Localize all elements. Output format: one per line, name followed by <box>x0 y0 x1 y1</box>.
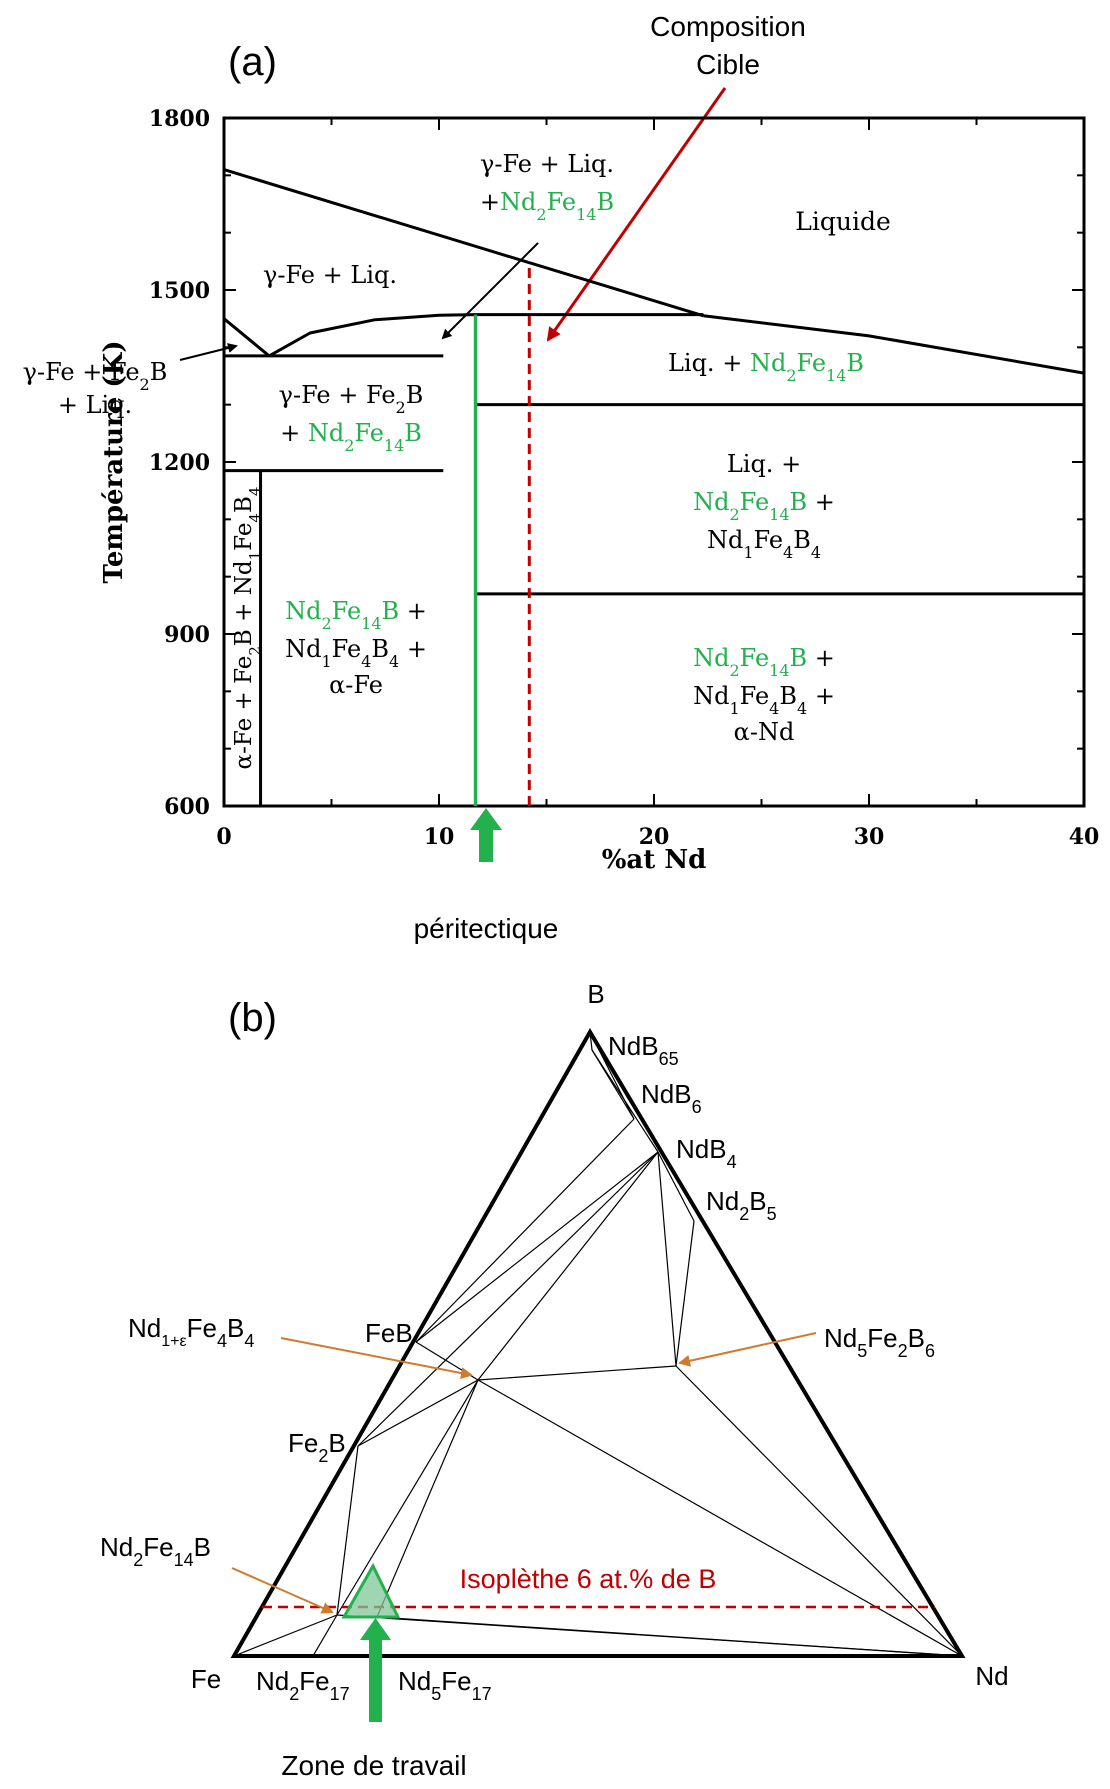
region-gamma-liq-nd-line2: +Nd2Fe14B <box>480 188 614 224</box>
region-nd-nd1-alphafe-line3: α-Fe <box>329 671 383 699</box>
ternary-triangle <box>230 1028 966 1658</box>
region-liq-nd-nd1-line2: Nd2Fe14B + <box>693 488 835 524</box>
phase-feb: FeB <box>365 1318 413 1348</box>
vertex-fe: Fe <box>191 1664 221 1694</box>
zone-de-travail-label: Zone de travail <box>281 1750 466 1781</box>
region-nd-nd1-alphand-line2: Nd1Fe4B4 + <box>693 682 835 718</box>
region-liq-nd-nd1-line3: Nd1Fe4B4 <box>707 526 821 562</box>
x-tick-label: 20 <box>639 824 670 850</box>
panel-b: (b) <box>100 979 1009 1781</box>
arrow-nd2fe14b <box>231 1567 334 1614</box>
region-nd-nd1-alphand-line3: α-Nd <box>734 718 795 746</box>
panel-a: (a) Composition Cible 0 10 20 30 40 600 900 120… <box>23 11 1100 944</box>
x-axis-label: %at Nd <box>602 845 707 875</box>
composition-cible-line1: Composition <box>650 11 806 42</box>
x-tick-label: 30 <box>854 824 885 850</box>
zone-arrow-shaft <box>369 1636 382 1722</box>
phase-ndb6: NdB6 <box>641 1079 702 1117</box>
arrow-gamma-fe2b-liq <box>179 343 238 361</box>
vertex-nd: Nd <box>975 1661 1008 1691</box>
phase-boundary <box>268 313 476 358</box>
region-liq-nd: Liq. + Nd2Fe14B <box>668 349 864 385</box>
phase-nd2fe17: Nd2Fe17 <box>256 1666 350 1704</box>
peritectique-arrow-head <box>470 808 502 830</box>
x-tick-label: 40 <box>1069 824 1100 850</box>
region-nd-nd1-alphand-line1: Nd2Fe14B + <box>693 644 835 680</box>
zone-arrow-head <box>360 1618 391 1640</box>
region-gamma-fe2b-nd-line1: γ-Fe + Fe2B <box>279 381 424 417</box>
phase-ndb65: NdB65 <box>608 1031 679 1069</box>
zone-de-travail-triangle <box>341 1562 401 1619</box>
peritectique-label: péritectique <box>414 913 559 944</box>
phase-nd2b5: Nd2B5 <box>706 1186 777 1224</box>
region-nd-nd1-alphafe-line1: Nd2Fe14B + <box>285 597 427 633</box>
x-tick-label: 10 <box>424 824 455 850</box>
phase-boundary <box>703 314 1085 375</box>
axis-ticks: 0 10 20 30 40 600 900 1200 1500 1800 <box>149 106 1100 850</box>
y-tick-label: 600 <box>164 794 210 820</box>
phase-fe2b: Fe2B <box>288 1428 346 1466</box>
region-gamma-fe2b-liq-line2: + Liq. <box>58 391 132 419</box>
arrow-nd5fe2b6 <box>678 1332 817 1367</box>
region-gamma-liq: γ-Fe + Liq. <box>263 261 397 289</box>
vertex-b: B <box>587 979 604 1009</box>
isoplethe-label: Isoplèthe 6 at.% de B <box>460 1564 717 1594</box>
arrow-gamma-liq-nd <box>441 242 539 340</box>
phase-ndb4: NdB4 <box>676 1134 737 1172</box>
x-tick-label: 0 <box>216 824 231 850</box>
plot-frame <box>222 116 1086 808</box>
y-tick-label: 1500 <box>149 278 210 304</box>
phase-nd1eps: Nd1+εFe4B4 <box>128 1313 254 1351</box>
y-tick-label: 1800 <box>149 106 210 132</box>
region-gamma-fe2b-liq-line1: γ-Fe + Fe2B <box>23 358 168 394</box>
region-liq-nd-nd1-line1: Liq. + <box>727 450 801 478</box>
tie-lines <box>233 1031 963 1657</box>
composition-cible-line2: Cible <box>696 49 760 80</box>
region-gamma-fe2b-nd-line2: + Nd2Fe14B <box>280 419 422 455</box>
y-tick-label: 1200 <box>149 450 210 476</box>
region-gamma-liq-nd-line1: γ-Fe + Liq. <box>480 150 614 178</box>
peritectique-arrow-shaft <box>479 827 493 862</box>
region-nd-nd1-alphafe-line2: Nd1Fe4B4 + <box>285 635 427 671</box>
phase-nd2fe14b: Nd2Fe14B <box>100 1532 211 1570</box>
arrow-nd1eps <box>280 1337 473 1379</box>
composition-cible-arrow <box>546 87 727 342</box>
phase-boundary <box>223 317 271 358</box>
phase-nd5fe2b6: Nd5Fe2B6 <box>824 1323 935 1361</box>
phase-lines <box>223 168 1085 806</box>
y-axis-label: Température (K) <box>99 340 129 583</box>
phase-nd5fe17: Nd5Fe17 <box>398 1666 492 1704</box>
region-liquide: Liquide <box>795 207 891 236</box>
y-tick-label: 900 <box>164 622 210 648</box>
panel-a-label: (a) <box>228 40 277 84</box>
panel-b-label: (b) <box>228 996 277 1040</box>
phase-boundary <box>223 168 704 318</box>
